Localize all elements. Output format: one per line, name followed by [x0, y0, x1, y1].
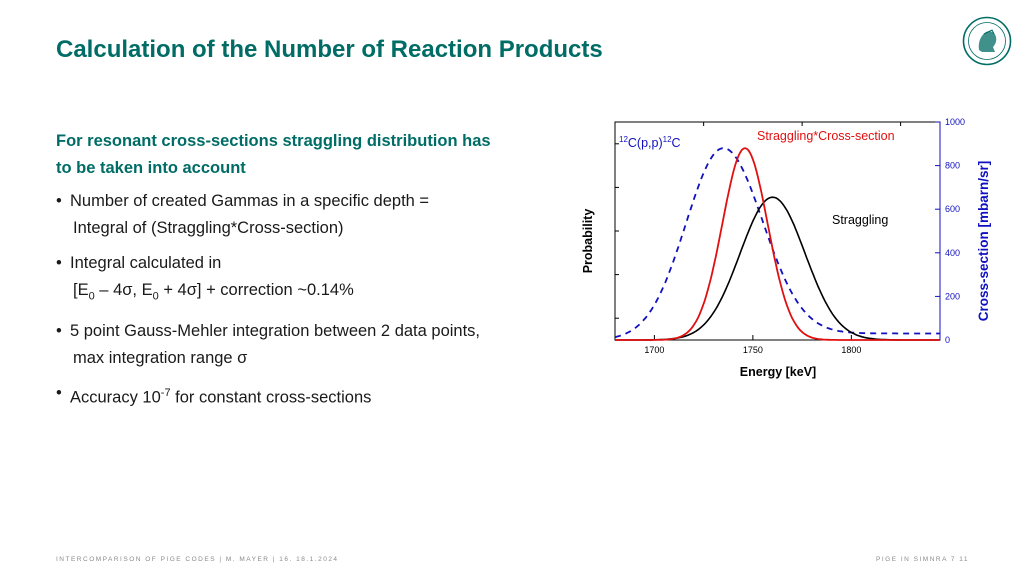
straggling-cross-section-line [615, 147, 940, 341]
bullet-text: Accuracy 10-7 for constant cross-section… [70, 387, 372, 407]
y-axis-label-right: Cross-section [mbarn/sr] [976, 161, 991, 322]
footer-right: PIGE IN SIMNRA 7 11 [876, 556, 970, 563]
bullet-gammas: • Number of created Gammas in a specific… [56, 188, 596, 242]
footer-left: INTERCOMPARISON OF PIGE CODES | M. MAYER… [56, 556, 339, 563]
bullet-text-continued: Integral of (Straggling*Cross-section) [73, 219, 344, 237]
intro-heading: For resonant cross-sections straggling d… [56, 128, 596, 182]
plot-frame [614, 121, 941, 341]
y-axis-label-left: Probability [581, 209, 595, 274]
series-label-straggling-cross-section: Straggling*Cross-section [757, 129, 895, 143]
bullet-gauss-mehler: • 5 point Gauss-Mehler integration betwe… [56, 318, 596, 372]
x-tick-label: 1700 [644, 345, 664, 355]
reaction-label: 12C(p,p)12C [619, 135, 681, 150]
x-axis-label: Energy [keV] [740, 365, 816, 379]
x-tick-label: 1750 [743, 345, 763, 355]
bullet-text: Integral calculated in [70, 254, 222, 272]
bullet-accuracy: • Accuracy 10-7 for constant cross-secti… [56, 380, 596, 412]
y-right-tick-label: 800 [945, 161, 960, 171]
bullet-text-formula: [E0 – 4σ, E0 + 4σ] + correction ~0.14% [73, 281, 354, 303]
y-right-tick-label: 600 [945, 204, 960, 214]
intro-heading-line1: For resonant cross-sections straggling d… [56, 132, 491, 150]
max-planck-logo-icon [962, 16, 1012, 66]
x-tick-label: 1800 [841, 345, 861, 355]
series-label-straggling: Straggling [832, 213, 888, 227]
bullet-dot: • [56, 384, 62, 403]
y-right-tick-label: 1000 [945, 117, 965, 127]
bullet-dot: • [56, 192, 62, 210]
bullet-dot: • [56, 254, 62, 272]
cross-section-line [614, 147, 940, 338]
y-right-tick-label: 400 [945, 248, 960, 258]
bullet-dot: • [56, 322, 62, 341]
y-right-tick-label: 0 [945, 335, 950, 345]
bullet-text: Number of created Gammas in a specific d… [70, 192, 430, 210]
bullet-text: 5 point Gauss-Mehler integration between… [70, 322, 481, 341]
intro-heading-line2: to be taken into account [56, 159, 246, 177]
y-right-tick-label: 200 [945, 291, 960, 301]
bullet-text-continued: max integration range σ [73, 349, 248, 368]
straggling-chart: 1700 1750 1800 0 200 400 600 800 1000 12C(p,p)1… [581, 117, 991, 379]
bullet-integral-range: • Integral calculated in [E0 – 4σ, E0 + … [56, 250, 596, 310]
page-title: Calculation of the Number of Reaction Pr… [56, 36, 603, 63]
slide-body: For resonant cross-sections straggling d… [56, 128, 596, 420]
